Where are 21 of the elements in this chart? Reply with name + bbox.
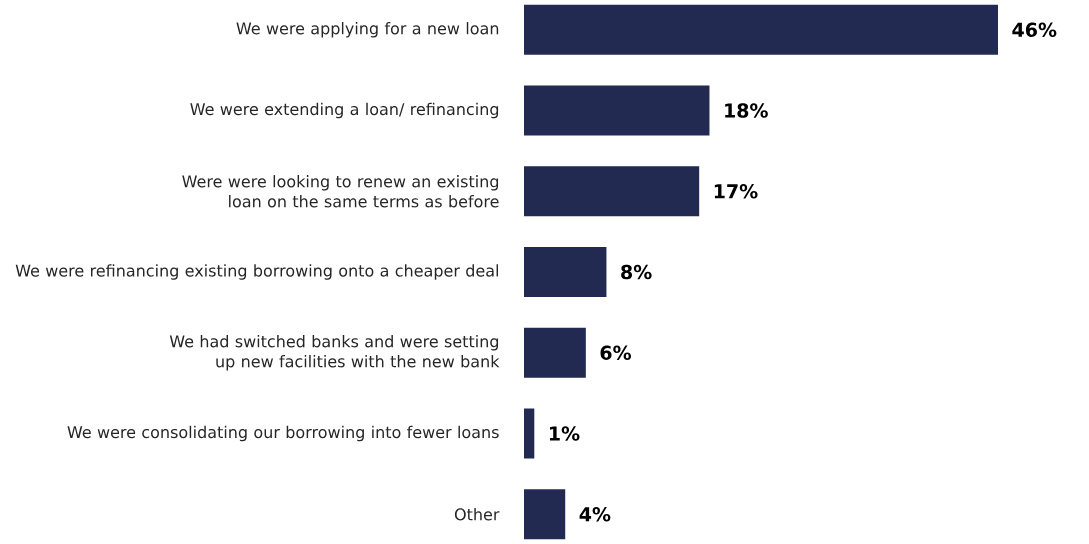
bar (524, 489, 566, 540)
data-label: 6% (600, 345, 632, 360)
y-tick-label: We had switched banks and were setting up new facilities with the new bank (169, 335, 500, 371)
data-label: 18% (725, 103, 768, 118)
y-tick-label: Were were looking to renew an existing loan on the same terms as before (182, 175, 499, 208)
bar (524, 4, 998, 55)
bar (524, 327, 586, 378)
bar (524, 85, 710, 136)
data-label: 4% (579, 507, 611, 522)
y-tick-label: We were extending a loan/ refinancing (190, 102, 499, 119)
data-label: 46% (1012, 22, 1057, 37)
bar (524, 408, 535, 459)
bar (524, 166, 700, 217)
bar (524, 247, 607, 298)
y-tick-label: We were refinancing existing borrowing onto a cheaper deal (15, 264, 499, 280)
y-tick-label: Other (454, 508, 500, 521)
y-tick-label: We were applying for a new loan (236, 22, 499, 38)
data-label: 17% (714, 184, 758, 199)
y-tick-label: We were consolidating our borrowing into fewer loans (67, 425, 499, 442)
data-label: 1% (549, 426, 580, 441)
data-label: 8% (621, 264, 652, 280)
